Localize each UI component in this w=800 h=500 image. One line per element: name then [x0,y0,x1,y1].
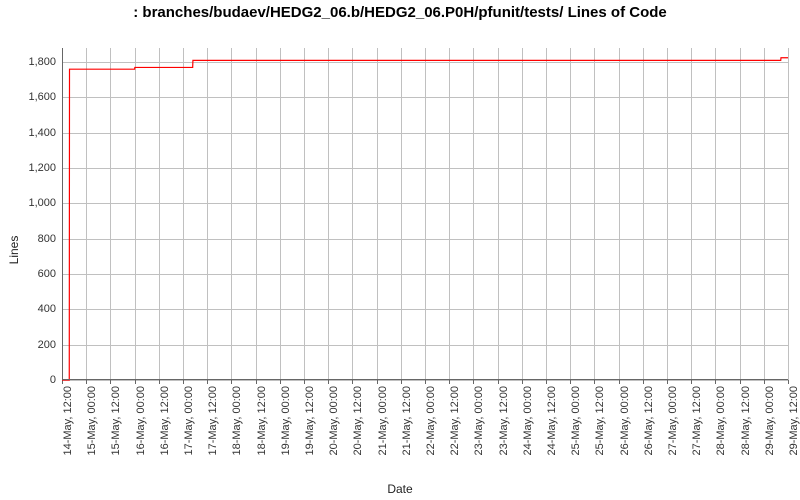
x-tick-mark [643,380,644,384]
x-tick-label: 26-May, 00:00 [619,386,631,456]
x-tick-mark [691,380,692,384]
x-tick-label: 26-May, 12:00 [643,386,655,456]
x-tick-mark [377,380,378,384]
x-tick-mark [715,380,716,384]
y-tick-label: 800 [38,233,56,245]
x-tick-mark [740,380,741,384]
x-tick-label: 19-May, 00:00 [280,386,292,456]
chart-container: : branches/budaev/HEDG2_06.b/HEDG2_06.P0… [0,0,800,500]
y-tick-label: 1,200 [28,162,56,174]
x-tick-mark [135,380,136,384]
y-tick-label: 1,800 [28,56,56,68]
plot-area: 02004006008001,0001,2001,4001,6001,80014… [62,48,788,380]
x-tick-label: 22-May, 12:00 [449,386,461,456]
x-tick-mark [183,380,184,384]
x-tick-label: 17-May, 12:00 [207,386,219,456]
x-tick-label: 24-May, 12:00 [546,386,558,456]
y-tick-label: 200 [38,339,56,351]
y-tick-label: 1,400 [28,127,56,139]
x-tick-mark [328,380,329,384]
x-tick-label: 20-May, 00:00 [328,386,340,456]
x-tick-mark [425,380,426,384]
x-tick-mark [619,380,620,384]
x-tick-mark [159,380,160,384]
x-tick-label: 25-May, 12:00 [594,386,606,456]
x-tick-mark [256,380,257,384]
x-tick-label: 29-May, 12:00 [788,386,800,456]
x-tick-mark [522,380,523,384]
x-tick-mark [207,380,208,384]
x-tick-label: 28-May, 00:00 [715,386,727,456]
chart-title: : branches/budaev/HEDG2_06.b/HEDG2_06.P0… [0,0,800,25]
y-tick-label: 1,600 [28,91,56,103]
x-tick-mark [280,380,281,384]
x-tick-mark [86,380,87,384]
x-tick-mark [570,380,571,384]
x-tick-label: 21-May, 00:00 [377,386,389,456]
x-tick-mark [304,380,305,384]
x-tick-label: 18-May, 12:00 [256,386,268,456]
x-tick-mark [473,380,474,384]
x-tick-mark [110,380,111,384]
x-tick-mark [667,380,668,384]
y-tick-label: 1,000 [28,197,56,209]
x-tick-mark [764,380,765,384]
x-tick-label: 16-May, 12:00 [159,386,171,456]
grid-line-v [788,48,789,380]
x-tick-label: 19-May, 12:00 [304,386,316,456]
x-tick-mark [401,380,402,384]
x-tick-mark [352,380,353,384]
x-tick-label: 22-May, 00:00 [425,386,437,456]
y-tick-label: 400 [38,303,56,315]
x-tick-label: 24-May, 00:00 [522,386,534,456]
x-tick-label: 23-May, 12:00 [498,386,510,456]
y-axis-label: Lines [7,236,21,265]
x-tick-label: 28-May, 12:00 [740,386,752,456]
x-tick-mark [449,380,450,384]
x-tick-label: 25-May, 00:00 [570,386,582,456]
x-tick-label: 15-May, 12:00 [110,386,122,456]
x-tick-label: 18-May, 00:00 [231,386,243,456]
x-tick-label: 29-May, 00:00 [764,386,776,456]
x-tick-label: 17-May, 00:00 [183,386,195,456]
x-tick-label: 21-May, 12:00 [401,386,413,456]
x-tick-mark [788,380,789,384]
y-tick-label: 600 [38,268,56,280]
x-tick-mark [498,380,499,384]
x-tick-label: 27-May, 00:00 [667,386,679,456]
x-tick-label: 14-May, 12:00 [62,386,74,456]
x-tick-label: 23-May, 00:00 [473,386,485,456]
x-tick-label: 15-May, 00:00 [86,386,98,456]
y-tick-label: 0 [50,374,56,386]
x-tick-label: 16-May, 00:00 [135,386,147,456]
x-tick-mark [594,380,595,384]
x-tick-label: 20-May, 12:00 [352,386,364,456]
x-axis-label: Date [0,482,800,496]
x-tick-mark [231,380,232,384]
x-tick-mark [546,380,547,384]
x-tick-label: 27-May, 12:00 [691,386,703,456]
series-line [62,58,788,380]
